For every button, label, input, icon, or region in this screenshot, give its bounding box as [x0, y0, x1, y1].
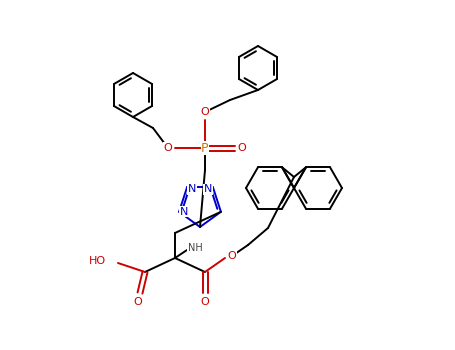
- Text: O: O: [201, 107, 209, 117]
- Text: O: O: [238, 143, 246, 153]
- Text: N: N: [188, 184, 196, 194]
- Text: P: P: [201, 141, 209, 154]
- Text: O: O: [201, 297, 209, 307]
- Text: N: N: [180, 207, 188, 217]
- Text: O: O: [228, 251, 237, 261]
- Text: NH: NH: [187, 243, 202, 253]
- Text: N: N: [204, 184, 212, 194]
- Text: O: O: [134, 297, 142, 307]
- Text: HO: HO: [89, 256, 106, 266]
- Text: O: O: [164, 143, 172, 153]
